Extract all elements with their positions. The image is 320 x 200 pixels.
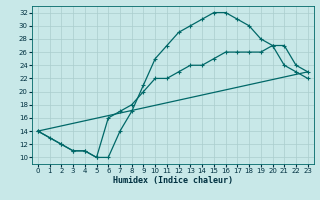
X-axis label: Humidex (Indice chaleur): Humidex (Indice chaleur) <box>113 176 233 185</box>
